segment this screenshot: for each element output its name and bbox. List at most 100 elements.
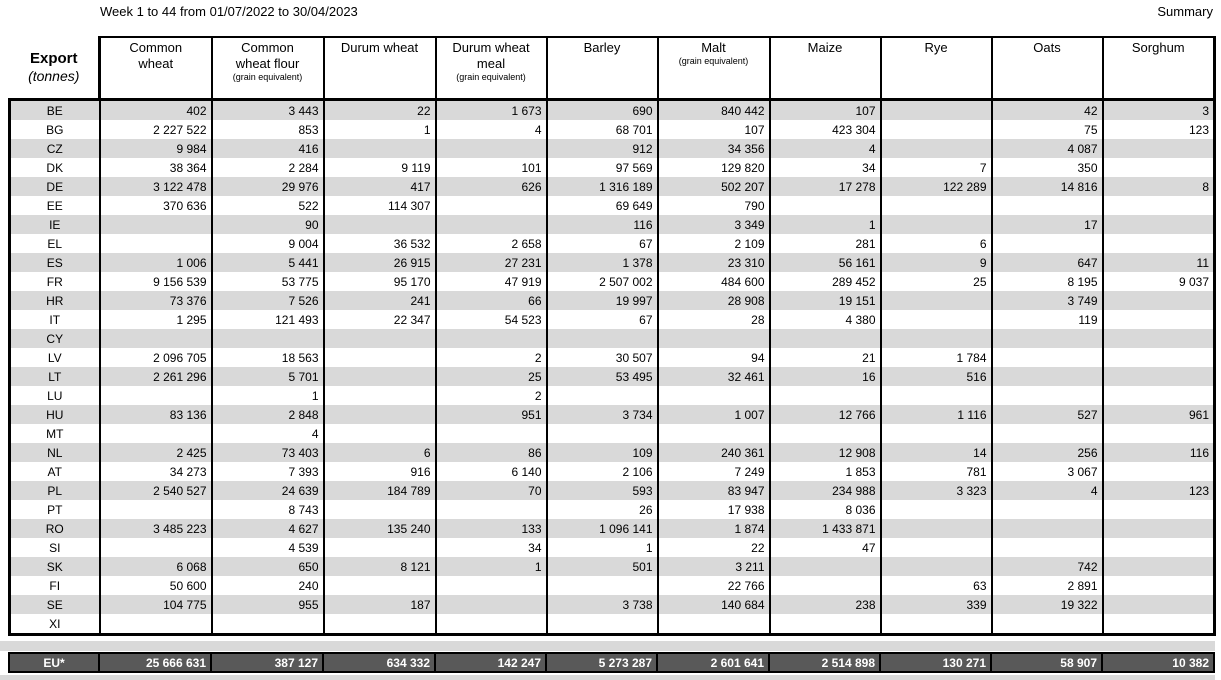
- value-cell: [1102, 424, 1216, 443]
- value-cell: [657, 614, 771, 636]
- country-code: BE: [8, 99, 101, 120]
- country-code: EL: [8, 234, 101, 253]
- value-cell: [435, 424, 548, 443]
- value-cell: 66: [435, 291, 548, 310]
- value-cell: 9 004: [211, 234, 325, 253]
- table-row-it: IT 1 295 121 493 22 347 54 523 67 28 4 380 119: [8, 310, 1216, 329]
- value-cell: 8 121: [323, 557, 437, 576]
- value-cell: 123: [1102, 481, 1216, 500]
- value-cell: 63: [880, 576, 993, 595]
- value-cell: [1102, 329, 1216, 348]
- value-cell: 4: [435, 120, 548, 139]
- value-cell: 90: [211, 215, 325, 234]
- country-code: RO: [8, 519, 101, 538]
- value-cell: [323, 348, 437, 367]
- value-cell: 129 820: [657, 158, 771, 177]
- value-cell: 417: [323, 177, 437, 196]
- value-cell: [1102, 595, 1216, 614]
- column-label: Sorghum: [1131, 40, 1185, 55]
- value-cell: 3 122 478: [99, 177, 213, 196]
- value-cell: 107: [657, 120, 771, 139]
- bottom-strip: [0, 675, 1215, 680]
- value-cell: 6 140: [435, 462, 548, 481]
- value-cell: [769, 329, 882, 348]
- value-cell: 256: [991, 443, 1104, 462]
- value-cell: [880, 519, 993, 538]
- value-cell: 6: [323, 443, 437, 462]
- value-cell: 289 452: [769, 272, 882, 291]
- value-cell: 2 540 527: [99, 481, 213, 500]
- table-row-pl: PL 2 540 527 24 639 184 789 70 593 83 947 234 9…: [8, 481, 1216, 500]
- value-cell: 184 789: [323, 481, 437, 500]
- value-cell: 5 701: [211, 367, 325, 386]
- tonnes-unit-label: (tonnes): [28, 68, 80, 84]
- value-cell: 2 848: [211, 405, 325, 424]
- value-cell: 22 766: [657, 576, 771, 595]
- value-cell: 8: [1102, 177, 1216, 196]
- value-cell: [1102, 614, 1216, 636]
- table-row-cy: CY: [8, 329, 1216, 348]
- value-cell: [769, 196, 882, 215]
- value-cell: 14: [880, 443, 993, 462]
- value-cell: [323, 139, 437, 158]
- value-cell: 7 393: [211, 462, 325, 481]
- country-code: FI: [8, 576, 101, 595]
- country-code: PL: [8, 481, 101, 500]
- value-cell: [991, 367, 1104, 386]
- value-cell: [99, 234, 213, 253]
- eu-total-table: EU* 25 666 631 387 127 634 332 142 247 5 273 …: [8, 652, 1215, 673]
- value-cell: 122 289: [880, 177, 993, 196]
- value-cell: 3 323: [880, 481, 993, 500]
- value-cell: [1102, 196, 1216, 215]
- value-cell: 73 376: [99, 291, 213, 310]
- column-label: Durum wheat: [340, 40, 419, 55]
- value-cell: 2 096 705: [99, 348, 213, 367]
- value-cell: 593: [546, 481, 659, 500]
- value-cell: 626: [435, 177, 548, 196]
- value-cell: 3 349: [657, 215, 771, 234]
- header-row: Export (tonnes) Common wheat Common wheat…: [9, 36, 1216, 101]
- country-code: CZ: [8, 139, 101, 158]
- value-cell: 650: [211, 557, 325, 576]
- table-row-lu: LU 1 2: [8, 386, 1216, 405]
- value-cell: 1: [323, 120, 437, 139]
- value-cell: 26: [546, 500, 659, 519]
- value-cell: 26 915: [323, 253, 437, 272]
- value-cell: 7 249: [657, 462, 771, 481]
- value-cell: 516: [880, 367, 993, 386]
- column-sublabel: (grain equivalent): [678, 56, 749, 66]
- value-cell: 502 207: [657, 177, 771, 196]
- value-cell: 339: [880, 595, 993, 614]
- table-row-cz: CZ 9 984 416 912 34 356 4 4 087: [8, 139, 1216, 158]
- value-cell: 1 378: [546, 253, 659, 272]
- table-row-bg: BG 2 227 522 853 1 4 68 701 107 423 304 75 123: [8, 120, 1216, 139]
- value-cell: [99, 386, 213, 405]
- value-cell: 30 507: [546, 348, 659, 367]
- value-cell: 34: [769, 158, 882, 177]
- value-cell: 840 442: [657, 99, 771, 120]
- value-cell: 83 136: [99, 405, 213, 424]
- value-cell: 47 919: [435, 272, 548, 291]
- value-cell: 109: [546, 443, 659, 462]
- column-label: Oats: [1033, 40, 1061, 55]
- value-cell: 4 380: [769, 310, 882, 329]
- report-title: Week 1 to 44 from 01/07/2022 to 30/04/20…: [100, 4, 358, 19]
- value-cell: 781: [880, 462, 993, 481]
- value-cell: [99, 329, 213, 348]
- country-code: PT: [8, 500, 101, 519]
- value-cell: 3 067: [991, 462, 1104, 481]
- value-cell: [1102, 538, 1216, 557]
- value-cell: [1102, 310, 1216, 329]
- country-code: LV: [8, 348, 101, 367]
- value-cell: [880, 538, 993, 557]
- column-label: Malt: [701, 40, 726, 55]
- value-cell: 1 853: [769, 462, 882, 481]
- value-cell: 119: [991, 310, 1104, 329]
- value-cell: [323, 424, 437, 443]
- country-code: IE: [8, 215, 101, 234]
- table-row-se: SE 104 775 955 187 3 738 140 684 238 339 19 322: [8, 595, 1216, 614]
- value-cell: 790: [657, 196, 771, 215]
- value-cell: 3: [1102, 99, 1216, 120]
- eu-total-value: 25 666 631: [98, 652, 212, 673]
- value-cell: [435, 329, 548, 348]
